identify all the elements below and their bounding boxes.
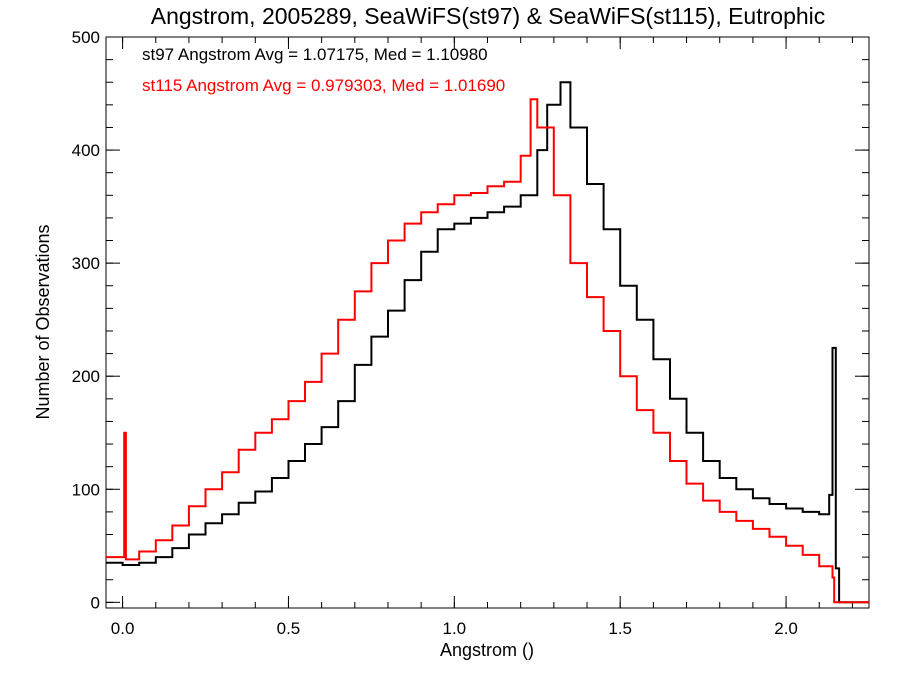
x-tick-label: 0.5 <box>277 619 301 638</box>
plot-area: 0.0 0.5 1.0 1.5 2.0 0 100 200 300 400 500 <box>72 28 870 638</box>
x-tick-label: 0.0 <box>111 619 135 638</box>
x-axis-label: Angstrom () <box>440 640 534 660</box>
x-tick-label: 1.0 <box>443 619 467 638</box>
x-tick-label: 1.5 <box>608 619 632 638</box>
chart-title: Angstrom, 2005289, SeaWiFS(st97) & SeaWi… <box>151 3 826 29</box>
y-tick-label: 100 <box>72 480 100 499</box>
series-line-1 <box>106 98 869 604</box>
annotation-st115: st115 Angstrom Avg = 0.979303, Med = 1.0… <box>142 76 505 95</box>
series-line-0 <box>106 81 869 604</box>
x-tick-labels: 0.0 0.5 1.0 1.5 2.0 <box>111 619 798 638</box>
y-tick-label: 400 <box>72 141 100 160</box>
y-tick-labels: 0 100 200 300 400 500 <box>72 28 100 612</box>
y-tick-label: 200 <box>72 367 100 386</box>
series-lines <box>106 81 869 604</box>
y-tick-label: 500 <box>72 28 100 47</box>
annotation-st97: st97 Angstrom Avg = 1.07175, Med = 1.109… <box>142 45 488 64</box>
y-axis-label: Number of Observations <box>33 224 53 419</box>
y-tick-label: 0 <box>91 593 100 612</box>
x-tick-label: 2.0 <box>774 619 798 638</box>
axis-ticks <box>106 36 869 608</box>
y-tick-label: 300 <box>72 254 100 273</box>
